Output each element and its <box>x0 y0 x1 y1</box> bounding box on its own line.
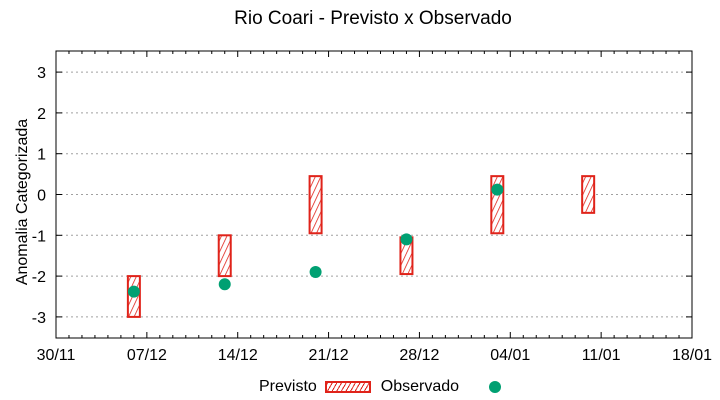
chart-title: Rio Coari - Previsto x Observado <box>234 8 512 29</box>
svg-text:-3: -3 <box>32 310 46 327</box>
legend-previsto-label: Previsto <box>259 378 317 395</box>
svg-text:-2: -2 <box>32 269 46 286</box>
legend-previsto-swatch <box>324 381 371 393</box>
observado-point <box>309 266 322 279</box>
legend-observado-label: Observado <box>380 378 460 395</box>
svg-text:21/12: 21/12 <box>309 347 349 364</box>
svg-text:11/01: 11/01 <box>582 347 621 364</box>
observado-point <box>400 233 413 246</box>
legend-observado-swatch <box>489 381 502 393</box>
legend: Previsto Observado <box>259 377 502 397</box>
svg-text:30/11: 30/11 <box>37 347 76 364</box>
svg-text:0: 0 <box>37 188 46 205</box>
y-axis-label: Anomalia Categorizada <box>14 119 31 285</box>
observado-point <box>218 278 231 291</box>
previsto-box <box>217 234 232 278</box>
previsto-box <box>308 175 323 235</box>
previsto-boxes <box>126 175 596 318</box>
svg-text:28/12: 28/12 <box>399 347 439 364</box>
svg-text:3: 3 <box>37 65 46 82</box>
svg-text:-1: -1 <box>32 228 46 245</box>
svg-text:14/12: 14/12 <box>218 347 258 364</box>
axes: 3 2 1 0 -1 -2 -3 30/11 07/12 14/12 21/12 28/12 04/01… <box>32 50 712 364</box>
observado-point <box>127 285 140 298</box>
observado-point <box>491 183 504 196</box>
svg-text:1: 1 <box>37 147 46 164</box>
svg-text:2: 2 <box>37 106 46 123</box>
svg-text:18/01: 18/01 <box>672 347 712 364</box>
previsto-box <box>581 175 596 214</box>
grid-lines <box>56 71 692 318</box>
svg-text:07/12: 07/12 <box>127 347 167 364</box>
observado-points <box>127 183 504 298</box>
svg-text:04/01: 04/01 <box>490 347 530 364</box>
